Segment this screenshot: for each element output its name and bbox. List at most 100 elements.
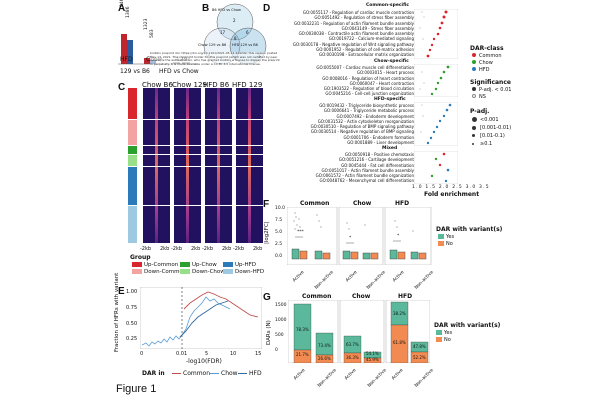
g-legend: Yes No: [436, 330, 452, 344]
f-title-chow: Chow: [353, 200, 372, 207]
heatmap-col-4: HFD 129: [232, 81, 263, 89]
strip-down-chow: [128, 155, 137, 166]
series-common: [183, 291, 259, 318]
dar-class-legend: Common Chow HFD: [472, 53, 502, 74]
dar-class-legend-title: DAR-class: [470, 45, 504, 52]
e-ytick-3: 0.50: [126, 321, 138, 327]
e-ytick-1: 1.00: [126, 289, 138, 295]
dotplot-mixed: [414, 151, 458, 184]
panel-e-x-label: -log10(FDR): [186, 358, 222, 365]
preprint-notice: bioRxiv preprint doi: https://doi.org/10…: [150, 51, 280, 67]
g-xtick-6: Non-active: [414, 368, 435, 389]
figure-caption: Figure 1: [116, 383, 157, 395]
e-xtick-5: 5: [205, 351, 209, 357]
heatmap-chow-129: [174, 88, 201, 243]
g-no-3: 36.3%: [346, 355, 359, 360]
e-xtick-001: 0.01: [176, 351, 188, 357]
e-xtick-0: 0: [140, 351, 144, 357]
bar-hfd-blue: [127, 40, 133, 64]
venn-region-2: 17: [220, 30, 226, 35]
e-ytick-4: 0.25: [126, 336, 138, 342]
strip-up-hfd: [128, 167, 137, 205]
venn-region-4: 8: [234, 36, 237, 41]
dotplot-hfd: [414, 102, 458, 146]
group-label-129-vs-b6: 129 vs B6: [120, 68, 150, 75]
group-legend-title: Group: [130, 254, 151, 261]
panel-f-boxplots: [287, 207, 432, 265]
panel-g-stacked-bars: [288, 300, 430, 363]
g-no-6: 52.2%: [413, 355, 426, 360]
panel-f-label: F: [263, 199, 270, 210]
bar-value-1: 1946: [120, 0, 125, 10]
venn-label-right: HFD 129 vs B6: [232, 43, 258, 47]
tick-hfd-129-left: -2kb: [233, 246, 245, 252]
d-x-label: Fold enrichment: [424, 191, 480, 198]
group-color-strip: [128, 88, 137, 243]
g-yes-2: 73.4%: [318, 343, 331, 348]
panel-e-legend-title: DAR in: [142, 370, 165, 377]
f-legend: Yes No: [438, 234, 454, 248]
section-title-mixed: Mixed: [382, 146, 398, 151]
g-yes-5: 38.2%: [393, 311, 406, 316]
terms-chow: GO:0055007 - Cardiac muscle cell differe…: [316, 65, 414, 97]
group-label-hfd-vs-chow: HFD vs Chow: [159, 68, 199, 75]
section-title-chow: Chow-specific: [374, 59, 409, 64]
f-xtick-1: Active: [292, 270, 306, 284]
venn-label-left: Chow 129 vs B6: [198, 43, 227, 47]
heatmap-chow-b6: [143, 88, 170, 243]
g-yes-1: 78.3%: [296, 327, 309, 332]
g-legend-title: DAR with variant(s): [434, 322, 501, 329]
heatmap-hfd-129: [236, 88, 263, 243]
series-hfd: [179, 300, 229, 338]
dotplot-common: [414, 9, 458, 59]
heatmap-col-2: Chow 129: [172, 81, 207, 89]
g-xtick-3: Active: [344, 368, 358, 382]
f-xtick-4: Non-active: [366, 270, 387, 291]
terms-common: GO:0055117 - Regulation of cardiac muscl…: [292, 10, 414, 58]
g-y-ticks: 1500 1000 500 0: [275, 303, 287, 353]
panel-f-y-label: |log2FC|: [264, 221, 270, 244]
tick-chow-b6-right: 2kb: [160, 246, 170, 252]
e-xtick-15: 15: [255, 351, 262, 357]
f-title-hfd: HFD: [395, 200, 410, 207]
g-yes-6: 47.8%: [413, 344, 426, 349]
panel-g-label: G: [263, 292, 271, 303]
g-yes-4: 54.1%: [366, 351, 379, 356]
panel-e-y-label: Fraction of HFRs with variant: [114, 272, 120, 352]
terms-hfd: GO:0019432 - Triglyceride biosynthetic p…: [310, 103, 414, 146]
bar-value-3: 1323: [144, 18, 149, 30]
f-sig-hfd: *: [397, 234, 400, 239]
f-legend-title: DAR with variant(s): [436, 226, 503, 233]
g-xtick-4: Non-active: [367, 368, 388, 389]
d-x-ticks: 1.0 1.5 2.0 2.5 3.0 3.5: [412, 185, 490, 190]
padj-legend-title: P-adj.: [470, 108, 490, 115]
g-title-hfd: HFD: [398, 293, 413, 300]
strip-up-common: [128, 88, 137, 119]
e-ytick-2: 0.75: [126, 305, 138, 311]
dotplot-chow: [414, 64, 458, 97]
panel-d-label: D: [263, 3, 271, 14]
panel-a-label: A: [118, 3, 126, 14]
g-xtick-1: Active: [293, 368, 307, 382]
bar-value-4: 583: [150, 29, 155, 38]
f-xtick-3: Active: [345, 270, 359, 284]
strip-up-chow: [128, 146, 137, 154]
tick-chow-129-left: -2kb: [171, 246, 183, 252]
legend-up-chow: Up-Chow: [180, 262, 217, 269]
tick-hfd-129-right: 2kb: [253, 246, 263, 252]
panel-b-label: B: [202, 3, 210, 14]
panel-e-line-chart: [140, 287, 262, 349]
g-title-chow: Chow: [352, 293, 371, 300]
x-label-hfd: HFD: [120, 56, 133, 63]
legend-up-common: Up-Common: [132, 262, 178, 269]
tick-hfd-b6-right: 2kb: [222, 246, 232, 252]
tick-chow-b6-left: -2kb: [140, 246, 152, 252]
section-title-hfd: HFD-specific: [374, 97, 406, 102]
legend-up-hfd: Up-HFD: [223, 262, 256, 269]
venn-region-1: 2: [233, 18, 236, 23]
g-no-2: 26.6%: [318, 356, 331, 361]
g-title-common: Common: [302, 293, 332, 300]
terms-mixed: GO:0050918 - Positive chemotaxis GO:00512…: [315, 152, 414, 184]
g-xtick-5: Active: [391, 368, 405, 382]
panel-e-label: E: [118, 286, 125, 297]
